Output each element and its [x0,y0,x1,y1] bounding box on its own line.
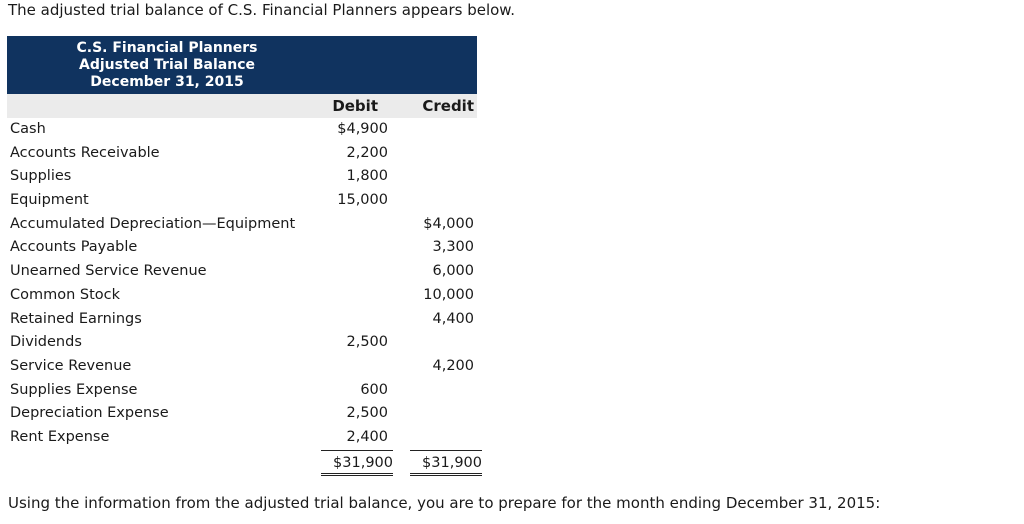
total-credit: $31,900 [410,449,482,476]
instruction-text: Using the information from the adjusted … [8,494,881,512]
account-name: Cash [10,121,46,137]
account-name: Supplies Expense [10,381,138,398]
account-name: Accumulated Depreciation—Equipment [10,215,296,232]
credit-amount: 4,400 [432,310,474,327]
table-row: Accumulated Depreciation—Equipment $4,000 [7,213,477,237]
account-name: Unearned Service Revenue [10,263,207,280]
debit-amount: 2,500 [346,334,388,351]
account-name: Rent Expense [10,428,110,445]
credit-amount: 4,200 [432,357,474,374]
statement-date: December 31, 2015 [90,74,244,90]
account-name: Retained Earnings [10,310,142,327]
account-name: Accounts Payable [10,239,138,256]
table-row: Supplies 1,800 [7,165,477,189]
table-row: Dividends 2,500 [7,331,477,355]
statement-title: Adjusted Trial Balance [79,57,255,73]
table-row: Common Stock 10,000 [7,284,477,308]
table-row: Equipment 15,000 [7,189,477,213]
account-name: Supplies [10,168,72,185]
credit-amount: 10,000 [423,286,474,303]
account-name: Depreciation Expense [10,405,169,422]
debit-amount: 1,800 [346,168,388,185]
intro-text: The adjusted trial balance of C.S. Finan… [8,1,515,19]
table-body: Cash $4,900 Accounts Receivable 2,200 Suppli… [7,118,477,450]
credit-amount: $4,000 [423,215,474,232]
credit-column-header: Credit [422,97,474,115]
table-row: Service Revenue 4,200 [7,355,477,379]
debit-amount: 600 [360,381,388,398]
debit-amount: 2,500 [346,405,388,422]
totals-row: $31,900 $31,900 [7,449,482,478]
account-name: Service Revenue [10,357,132,374]
table-row: Retained Earnings 4,400 [7,308,477,332]
table-row: Supplies Expense 600 [7,379,477,403]
debit-amount: 15,000 [337,192,388,209]
debit-amount: 2,200 [346,144,388,161]
account-name: Equipment [10,192,89,209]
debit-amount: 2,400 [346,428,388,445]
debit-column-header: Debit [332,97,378,115]
credit-amount: 3,300 [432,239,474,256]
table-row: Cash $4,900 [7,118,477,142]
table-row: Rent Expense 2,400 [7,426,477,450]
credit-amount: 6,000 [432,263,474,280]
column-headers: Debit Credit [7,94,477,118]
debit-amount: $4,900 [337,121,388,137]
company-name: C.S. Financial Planners [76,40,258,56]
trial-balance-table: C.S. Financial Planners Adjusted Trial B… [7,36,482,478]
account-name: Dividends [10,334,82,351]
account-name: Common Stock [10,286,121,303]
table-row: Depreciation Expense 2,500 [7,402,477,426]
table-row: Unearned Service Revenue 6,000 [7,260,477,284]
table-header: C.S. Financial Planners Adjusted Trial B… [7,36,477,94]
table-row: Accounts Receivable 2,200 [7,142,477,166]
table-row: Accounts Payable 3,300 [7,236,477,260]
account-name: Accounts Receivable [10,144,160,161]
total-debit: $31,900 [321,449,393,476]
